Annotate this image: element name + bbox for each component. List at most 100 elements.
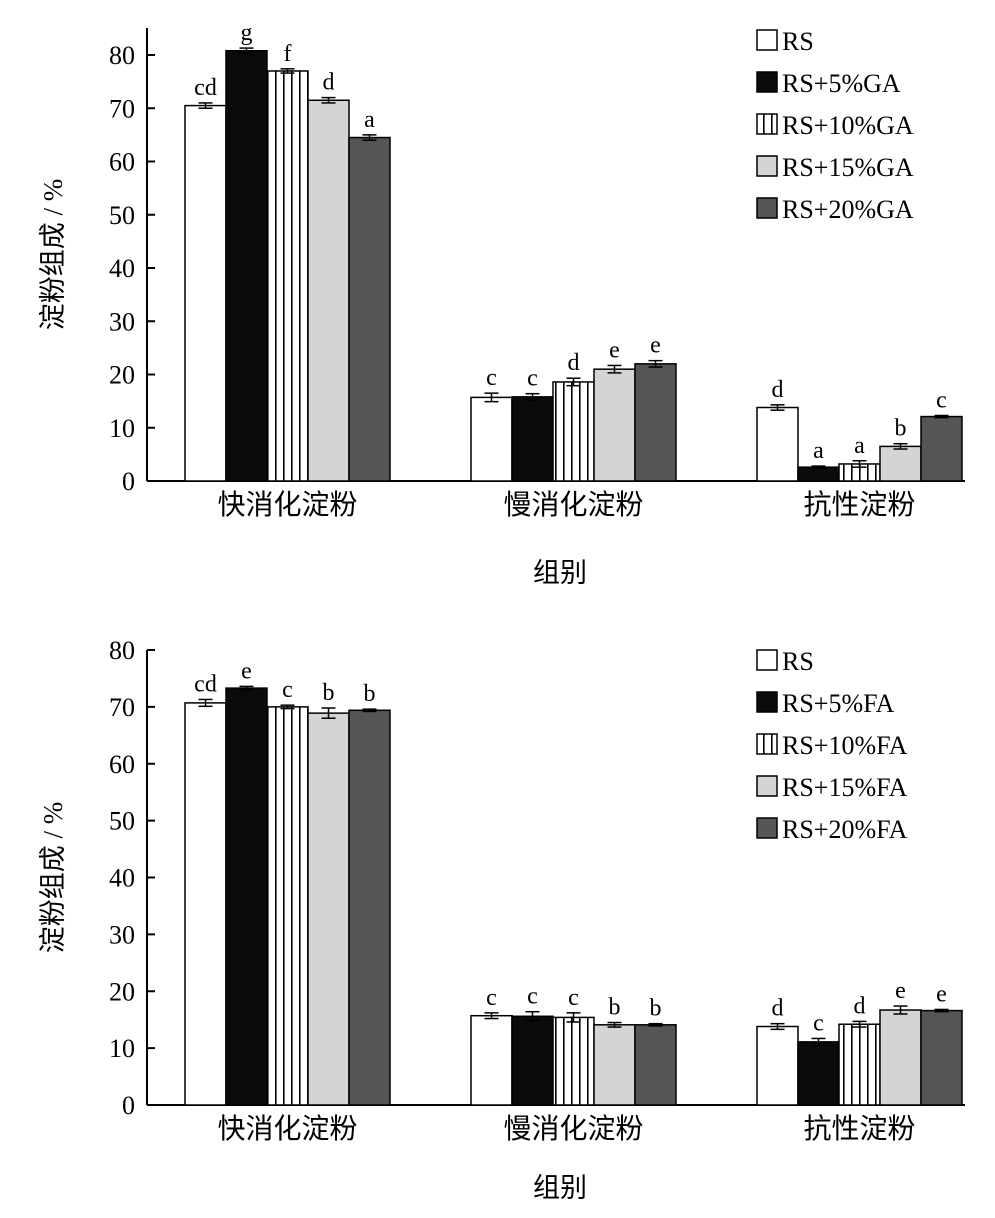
significance-label: b [364, 681, 376, 707]
bar [348, 709, 391, 1106]
legend-swatch [756, 775, 778, 797]
y-tick-label: 20 [109, 977, 135, 1006]
bar [266, 70, 309, 482]
significance-label: c [282, 677, 293, 703]
legend-swatch [756, 113, 778, 135]
y-tick-label: 80 [109, 41, 135, 70]
bar [511, 1015, 554, 1106]
bar [920, 1009, 963, 1106]
legend-swatch [756, 691, 778, 713]
legend-swatch [756, 71, 778, 93]
bar [797, 466, 840, 482]
bar [266, 706, 309, 1106]
bar [307, 712, 350, 1106]
significance-label: c [527, 984, 538, 1010]
significance-label: e [609, 337, 620, 363]
significance-label: c [568, 985, 579, 1011]
significance-label: b [609, 995, 621, 1021]
x-tick-label: 快消化淀粉 [217, 1113, 357, 1145]
y-tick-label: 10 [109, 1034, 135, 1063]
bar [593, 1024, 636, 1106]
bar [879, 1009, 922, 1106]
bar [756, 406, 799, 482]
significance-label: d [323, 70, 335, 96]
x-tick-label: 抗性淀粉 [803, 1113, 915, 1145]
y-tick-label: 40 [109, 254, 135, 283]
y-tick-label: 60 [109, 750, 135, 779]
significance-label: a [364, 107, 375, 133]
y-tick-label: 70 [109, 94, 135, 123]
legend-label: RS+20%FA [782, 815, 908, 844]
y-tick-label: 30 [109, 920, 135, 949]
significance-label: f [284, 41, 292, 67]
y-axis-label: 淀粉组成 / % [38, 179, 68, 331]
legend-label: RS [782, 27, 814, 56]
y-tick-label: 0 [122, 467, 135, 496]
significance-label: c [527, 366, 538, 392]
y-tick-label: 50 [109, 807, 135, 836]
significance-label: d [772, 377, 784, 403]
significance-label: a [854, 433, 865, 459]
legend-swatch [756, 649, 778, 671]
y-tick-label: 10 [109, 414, 135, 443]
y-tick-label: 30 [109, 307, 135, 336]
significance-label: e [241, 658, 252, 684]
significance-label: d [772, 996, 784, 1022]
significance-label: cd [194, 671, 217, 697]
bar [552, 381, 595, 482]
x-tick-label: 快消化淀粉 [217, 489, 357, 521]
x-tick-label: 慢消化淀粉 [503, 489, 643, 521]
significance-label: cd [194, 75, 217, 101]
legend-swatch [756, 29, 778, 51]
y-tick-label: 40 [109, 864, 135, 893]
y-tick-label: 80 [109, 636, 135, 665]
bar [797, 1041, 840, 1106]
legend-label: RS+10%GA [782, 111, 914, 140]
significance-label: c [936, 388, 947, 414]
bar [307, 99, 350, 482]
significance-label: e [895, 978, 906, 1004]
legend-swatch [756, 155, 778, 177]
x-axis-label: 组别 [533, 1173, 587, 1203]
x-tick-label: 抗性淀粉 [803, 489, 915, 521]
significance-label: c [813, 1010, 824, 1036]
bar [470, 1014, 513, 1106]
significance-label: b [323, 680, 335, 706]
bar [593, 368, 636, 482]
bar [634, 1024, 677, 1106]
significance-label: d [854, 993, 866, 1019]
bar [920, 415, 963, 482]
bar [634, 363, 677, 482]
x-tick-label: 慢消化淀粉 [503, 1113, 643, 1145]
y-tick-label: 50 [109, 201, 135, 230]
legend-label: RS+5%GA [782, 69, 901, 98]
y-tick-label: 20 [109, 361, 135, 390]
legend-label: RS+10%FA [782, 731, 908, 760]
significance-label: c [486, 365, 497, 391]
significance-label: e [936, 981, 947, 1007]
bar [184, 104, 227, 482]
x-axis-label: 组别 [533, 558, 587, 588]
bar [348, 136, 391, 482]
significance-label: g [241, 20, 253, 46]
bar [756, 1025, 799, 1106]
legend-swatch [756, 817, 778, 839]
significance-label: b [895, 416, 907, 442]
significance-label: b [650, 996, 662, 1022]
significance-label: c [486, 985, 497, 1011]
y-axis-label: 淀粉组成 / % [38, 802, 68, 954]
bar [184, 702, 227, 1106]
y-tick-label: 0 [122, 1091, 135, 1120]
legend-label: RS+15%FA [782, 773, 908, 802]
legend-label: RS [782, 647, 814, 676]
bar [511, 396, 554, 482]
legend-label: RS+15%GA [782, 153, 914, 182]
significance-label: a [813, 438, 824, 464]
y-tick-label: 60 [109, 148, 135, 177]
bar [879, 445, 922, 482]
significance-label: e [650, 333, 661, 359]
bar [225, 49, 268, 482]
